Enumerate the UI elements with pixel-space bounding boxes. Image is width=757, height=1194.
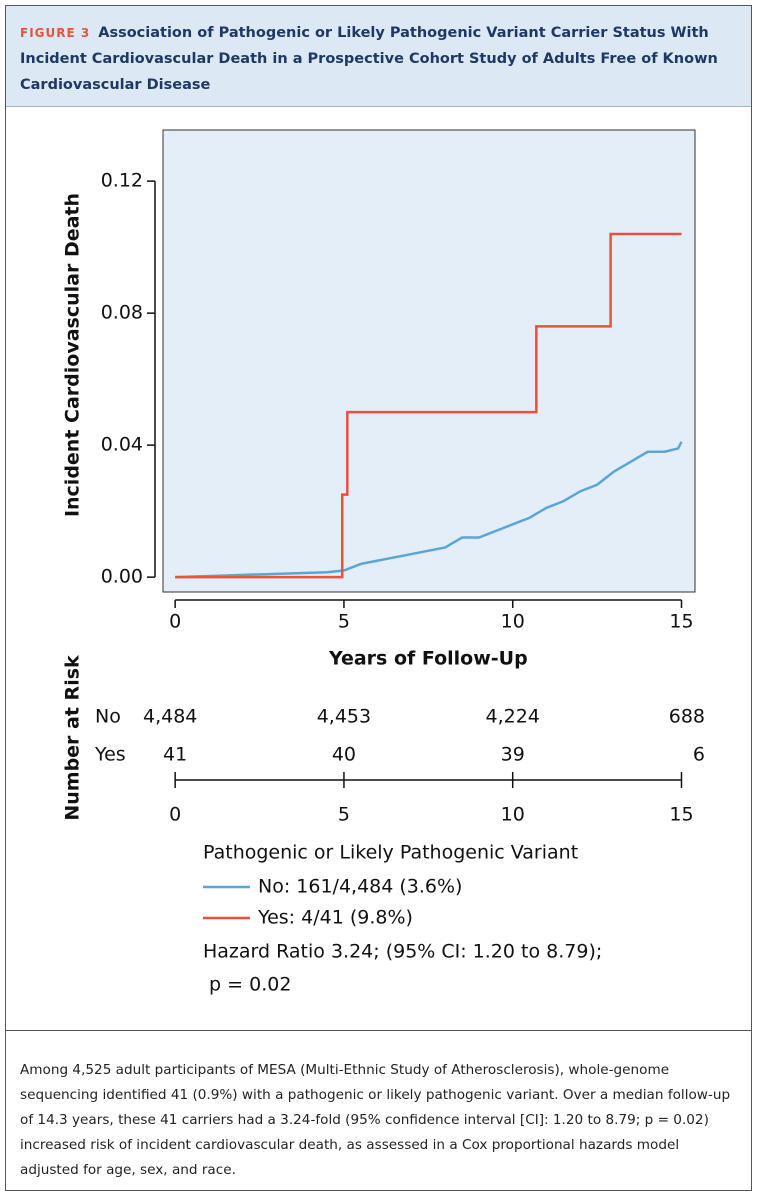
y-tick-label: 0.12 bbox=[101, 170, 143, 192]
annotation: Hazard Ratio 3.24; (95% CI: 1.20 to 8.79… bbox=[203, 941, 602, 963]
risk-count: 41 bbox=[163, 744, 187, 766]
risk-tick-label: 0 bbox=[169, 804, 181, 826]
risk-tick-label: 10 bbox=[501, 804, 525, 826]
plot-area bbox=[162, 129, 696, 593]
x-tick-label: 10 bbox=[501, 611, 525, 633]
legend-label: No: 161/4,484 (3.6%) bbox=[258, 876, 462, 898]
risk-count: 4,484 bbox=[143, 706, 197, 728]
series-line bbox=[175, 232, 682, 579]
risk-count: 4,453 bbox=[317, 706, 371, 728]
risk-count: 40 bbox=[332, 744, 356, 766]
risk-count: 6 bbox=[693, 744, 705, 766]
separator bbox=[6, 1030, 751, 1031]
x-axis-label: Years of Follow-Up bbox=[328, 648, 528, 670]
x-tick-label: 5 bbox=[338, 611, 350, 633]
risk-count: 688 bbox=[669, 706, 705, 728]
x-tick-label: 15 bbox=[669, 611, 693, 633]
y-axis-label: Incident Cardiovascular Death bbox=[62, 193, 84, 517]
legend-title: Pathogenic or Likely Pathogenic Variant bbox=[203, 842, 578, 864]
figure-title: Association of Pathogenic or Likely Path… bbox=[20, 25, 718, 93]
risk-count: 39 bbox=[501, 744, 525, 766]
risk-row-name: Yes bbox=[94, 744, 126, 766]
figure-header: FIGURE 3 Association of Pathogenic or Lik… bbox=[6, 6, 751, 107]
legend-label: Yes: 4/41 (9.8%) bbox=[257, 907, 413, 929]
y-tick-label: 0.08 bbox=[101, 302, 143, 324]
series-line bbox=[175, 441, 683, 579]
y-tick-label: 0.04 bbox=[101, 434, 143, 456]
risk-count: 4,224 bbox=[486, 706, 540, 728]
annotation: p = 0.02 bbox=[203, 974, 291, 996]
risk-row-name: No bbox=[95, 706, 121, 728]
x-tick-label: 0 bbox=[169, 611, 181, 633]
figure-label: FIGURE 3 bbox=[20, 26, 91, 40]
risk-tick-label: 15 bbox=[669, 804, 693, 826]
caption: Among 4,525 adult participants of MESA (… bbox=[20, 1062, 731, 1178]
risk-tick-label: 5 bbox=[338, 804, 350, 826]
frame bbox=[5, 5, 752, 1191]
risk-title: Number at Risk bbox=[62, 655, 84, 821]
y-tick-label: 0.00 bbox=[101, 566, 143, 588]
